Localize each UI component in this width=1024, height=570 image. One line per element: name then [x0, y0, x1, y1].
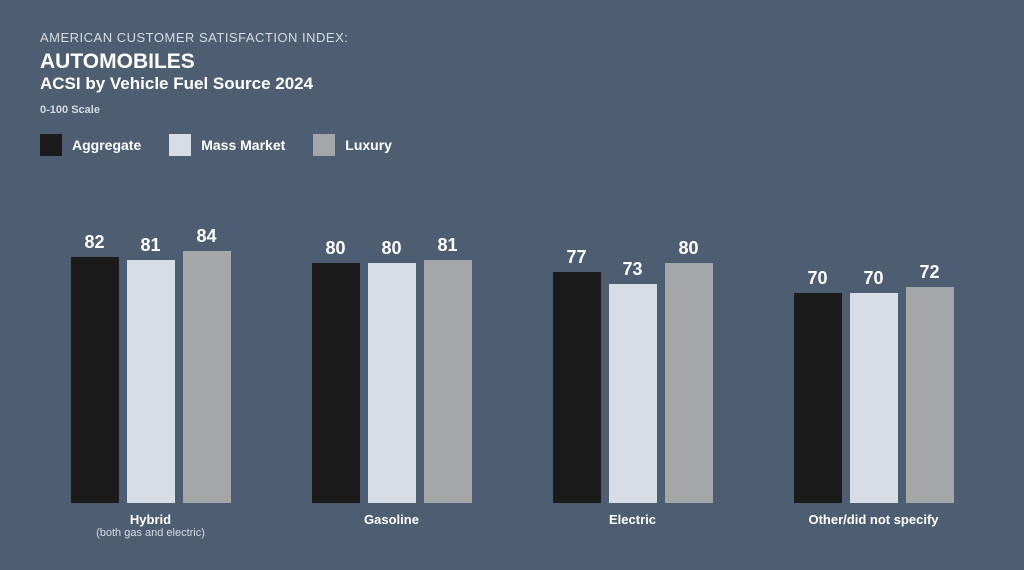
bar-wrap: 70 [794, 268, 842, 503]
bar [665, 263, 713, 503]
bar [850, 293, 898, 503]
bar-group-bars: 82 81 84 [40, 200, 261, 503]
bar [368, 263, 416, 503]
category-label-wrap: Gasoline [364, 513, 419, 545]
bar [312, 263, 360, 503]
bar-group-bars: 70 70 72 [763, 200, 984, 503]
bar-wrap: 80 [368, 238, 416, 503]
bar-wrap: 70 [850, 268, 898, 503]
category-label-wrap: Electric [609, 513, 656, 545]
bar-group: 80 80 81 Gasoline [281, 200, 502, 545]
legend-swatch [40, 134, 62, 156]
category-label: Other/did not specify [808, 513, 938, 527]
bar [183, 251, 231, 503]
bar-value-label: 73 [622, 259, 642, 280]
bar-group: 82 81 84 Hybrid(both gas and electric) [40, 200, 261, 545]
category-label: Gasoline [364, 513, 419, 527]
bar [71, 257, 119, 503]
category-sublabel: (both gas and electric) [96, 527, 205, 539]
legend-label: Aggregate [72, 137, 141, 153]
bar-value-label: 77 [566, 247, 586, 268]
bar-wrap: 73 [609, 259, 657, 503]
bar-value-label: 80 [678, 238, 698, 259]
bar-group-bars: 80 80 81 [281, 200, 502, 503]
bar [127, 260, 175, 503]
legend: Aggregate Mass Market Luxury [40, 134, 984, 156]
bar-wrap: 81 [127, 235, 175, 503]
bar-chart: 828184Hybrid(both gas and electric)80808… [40, 200, 984, 545]
bar-wrap: 82 [71, 232, 119, 503]
bar-group: 70 70 72 Other/did not specify [763, 200, 984, 545]
bar-value-label: 81 [437, 235, 457, 256]
bar-group-bars: 77 73 80 [522, 200, 743, 503]
legend-swatch [313, 134, 335, 156]
category-label-wrap: Other/did not specify [808, 513, 938, 545]
bar-wrap: 81 [424, 235, 472, 503]
bar [794, 293, 842, 503]
bar-wrap: 80 [312, 238, 360, 503]
bar-value-label: 82 [84, 232, 104, 253]
bar [906, 287, 954, 503]
legend-item: Aggregate [40, 134, 141, 156]
bar-group: 77 73 80 Electric [522, 200, 743, 545]
category-label: Electric [609, 513, 656, 527]
bar-value-label: 80 [381, 238, 401, 259]
legend-item: Luxury [313, 134, 392, 156]
bar-wrap: 80 [665, 238, 713, 503]
bar-value-label: 81 [140, 235, 160, 256]
bar [553, 272, 601, 503]
category-label: Hybrid [96, 513, 205, 527]
scale-note: 0-100 Scale [40, 104, 984, 116]
bar-wrap: 72 [906, 262, 954, 503]
legend-swatch [169, 134, 191, 156]
title: AUTOMOBILES [40, 50, 984, 74]
legend-label: Luxury [345, 137, 392, 153]
legend-item: Mass Market [169, 134, 285, 156]
pretitle: AMERICAN CUSTOMER SATISFACTION INDEX: [40, 30, 984, 45]
bar-wrap: 77 [553, 247, 601, 503]
bar-wrap: 84 [183, 226, 231, 503]
bar-value-label: 70 [863, 268, 883, 289]
subtitle: ACSI by Vehicle Fuel Source 2024 [40, 74, 984, 94]
legend-label: Mass Market [201, 137, 285, 153]
bar [424, 260, 472, 503]
bar-value-label: 84 [196, 226, 216, 247]
chart-page: AMERICAN CUSTOMER SATISFACTION INDEX: AU… [0, 0, 1024, 570]
bar-value-label: 70 [807, 268, 827, 289]
bar-value-label: 80 [325, 238, 345, 259]
category-label-wrap: Hybrid(both gas and electric) [96, 513, 205, 545]
bar [609, 284, 657, 503]
bar-value-label: 72 [919, 262, 939, 283]
